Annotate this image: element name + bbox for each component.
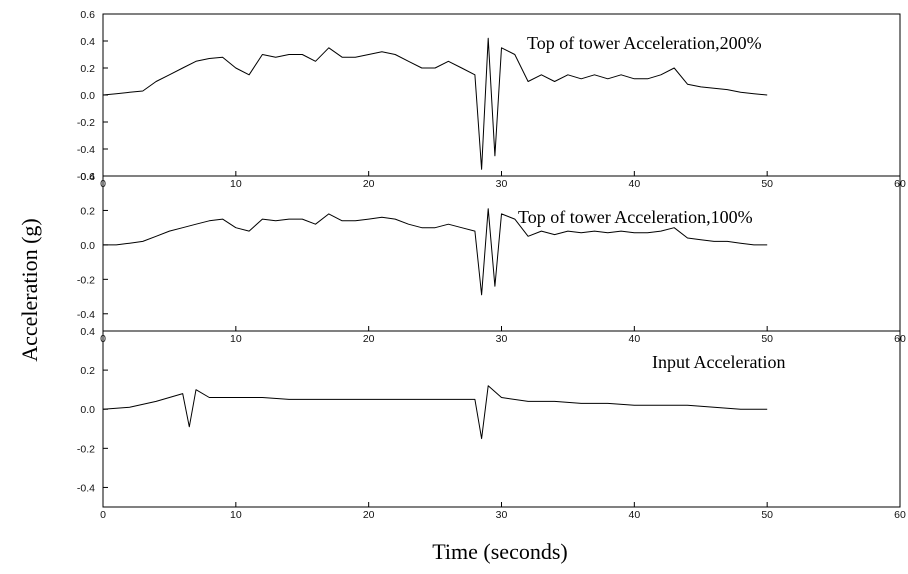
x-tick-label: 30: [496, 333, 508, 345]
y-tick-label: 0.4: [80, 171, 95, 183]
y-tick-label: 0.0: [80, 404, 95, 416]
y-tick-label: -0.4: [77, 309, 95, 321]
panel-title: Top of tower Acceleration,100%: [518, 207, 753, 227]
series-line-3: [102, 385, 768, 440]
y-tick-label: 0.0: [80, 90, 95, 102]
x-tick-label: 50: [761, 333, 773, 345]
plot-frame: [102, 175, 901, 332]
x-tick-label: 10: [230, 178, 242, 190]
x-tick-label: 20: [363, 178, 375, 190]
y-tick-label: -0.4: [77, 144, 95, 156]
chart-panels: 0 10 20 30 40 50 60 0.6 0.4 0.2 0.0 -0.2 -0.4 -0.6 Top…: [77, 9, 906, 521]
x-tick-label: 60: [894, 509, 906, 521]
panel-title: Top of tower Acceleration,200%: [527, 33, 762, 53]
y-tick-label: -0.4: [77, 482, 95, 494]
y-tick-label: 0.4: [80, 326, 95, 338]
plot-frame: [102, 13, 901, 177]
y-tick-label: -0.2: [77, 274, 95, 286]
y-tick-label: 0.4: [80, 36, 95, 48]
x-tick-label: 40: [628, 333, 640, 345]
y-tick-label: -0.6: [77, 171, 95, 183]
y-tick-label: 0.0: [80, 240, 95, 252]
x-tick-label: 20: [363, 509, 375, 521]
x-tick-label: 50: [761, 178, 773, 190]
panel-3: 0 10 20 30 40 50 60 0.4 0.2 0.0 -0.2 -0.4 Input Acce…: [77, 326, 906, 521]
x-tick-label: 50: [761, 509, 773, 521]
series-line-2: [103, 208, 768, 296]
x-tick-label: 30: [496, 178, 508, 190]
y-tick-label: -0.2: [77, 117, 95, 129]
x-tick-label: 0: [100, 509, 106, 521]
y-tick-label: -0.2: [77, 443, 95, 455]
x-tick-label: 40: [628, 509, 640, 521]
x-axis-title: Time (seconds): [432, 539, 567, 564]
y-tick-label: 0.2: [80, 365, 95, 377]
x-tick-label: 10: [230, 333, 242, 345]
x-tick-label: 40: [628, 178, 640, 190]
x-tick-label: 20: [363, 333, 375, 345]
x-tick-label: 10: [230, 509, 242, 521]
y-tick-label: 0.2: [80, 205, 95, 217]
y-axis-title: Acceleration (g): [17, 218, 42, 362]
y-tick-label: 0.6: [80, 9, 95, 21]
panel-1: 0 10 20 30 40 50 600.60.40.20.0-0.2-0.4-0.6Top…: [77, 9, 906, 190]
series-line-1: [102, 37, 768, 170]
x-tick-label: 30: [496, 509, 508, 521]
y-tick-label: 0.2: [80, 63, 95, 75]
panel-title: Input Acceleration: [652, 352, 785, 372]
